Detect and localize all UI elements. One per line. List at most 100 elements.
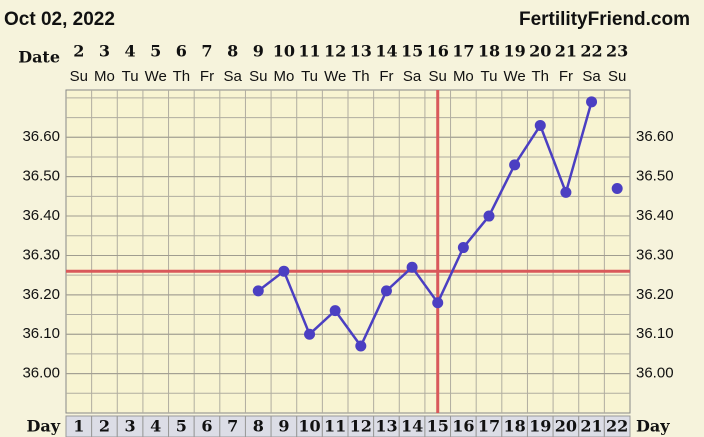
date-label: Date <box>18 48 60 67</box>
source: FertilityFriend.com <box>519 9 690 30</box>
temp-point <box>432 297 444 309</box>
date-label: 9 <box>253 42 264 61</box>
day-cell <box>603 415 631 437</box>
day-number: 18 <box>504 417 526 436</box>
date-label: 21 <box>555 42 577 61</box>
day-number: 16 <box>452 417 474 436</box>
date-label: 22 <box>580 42 602 61</box>
y-tick-label: 36.20 <box>22 286 60 303</box>
weekday-label: Fr <box>200 68 214 85</box>
day-number: 13 <box>375 417 397 436</box>
temp-point <box>534 119 546 131</box>
date-label: 8 <box>227 42 238 61</box>
weekday-label: We <box>324 68 346 85</box>
y-tick-label-right: 36.00 <box>636 365 674 382</box>
day-number: 21 <box>580 417 602 436</box>
date-label: 14 <box>375 42 397 61</box>
date-label: 4 <box>125 42 136 61</box>
temp-point <box>457 242 469 254</box>
day-number: 5 <box>176 417 187 436</box>
weekday-label: We <box>145 68 167 85</box>
temp-point <box>586 96 598 108</box>
y-tick-label-right: 36.30 <box>636 246 674 263</box>
day-number: 22 <box>606 417 628 436</box>
date-label: 15 <box>401 42 423 61</box>
weekday-label: Su <box>70 68 88 85</box>
weekday-label: Mo <box>453 68 474 85</box>
y-tick-label: 36.00 <box>22 365 60 382</box>
y-tick-label-right: 36.20 <box>636 286 674 303</box>
temp-point <box>509 159 521 171</box>
day-number: 14 <box>401 417 423 436</box>
y-tick-label-right: 36.40 <box>636 207 674 224</box>
date-label: 10 <box>273 42 295 61</box>
weekday-label: Sa <box>403 68 422 85</box>
y-tick-label: 36.30 <box>22 246 60 263</box>
weekday-label: Su <box>429 68 447 85</box>
date-label: 19 <box>504 42 526 61</box>
day-number: 9 <box>278 417 289 436</box>
date-label: 11 <box>298 42 320 61</box>
temp-point <box>406 261 418 273</box>
temp-point <box>560 186 572 198</box>
chart-title: Oct 02, 2022 <box>4 9 115 30</box>
weekday-label: Mo <box>273 68 294 85</box>
day-number: 11 <box>324 417 346 436</box>
y-tick-label-right: 36.50 <box>636 168 674 185</box>
day-number: 17 <box>478 417 500 436</box>
weekday-label: We <box>504 68 526 85</box>
temp-point <box>611 182 623 194</box>
weekday-label: Tu <box>481 68 498 85</box>
temp-point <box>355 340 367 352</box>
weekday-label: Sa <box>223 68 242 85</box>
date-label: 16 <box>427 42 449 61</box>
date-label: 6 <box>176 42 187 61</box>
date-label: 7 <box>201 42 212 61</box>
date-label: 13 <box>350 42 372 61</box>
temp-point <box>483 210 495 222</box>
weekday-label: Tu <box>122 68 139 85</box>
date-label: 2 <box>73 42 84 61</box>
day-number: 1 <box>73 417 84 436</box>
y-tick-label-right: 36.10 <box>636 325 674 342</box>
weekday-label: Th <box>352 68 370 85</box>
day-number: 3 <box>125 417 136 436</box>
weekday-label: Th <box>532 68 550 85</box>
temp-point <box>252 285 264 297</box>
date-label: 5 <box>150 42 161 61</box>
date-label: 12 <box>324 42 346 61</box>
temp-point <box>278 265 290 277</box>
temp-line <box>257 101 593 349</box>
weekday-label: Su <box>608 68 626 85</box>
weekday-label: Mo <box>94 68 115 85</box>
date-label: 20 <box>529 42 551 61</box>
y-tick-label-right: 36.60 <box>636 128 674 145</box>
date-label: 18 <box>478 42 500 61</box>
date-label: 17 <box>452 42 474 61</box>
date-label: 3 <box>99 42 110 61</box>
day-number: 7 <box>227 417 238 436</box>
day-number: 6 <box>201 417 212 436</box>
temp-point <box>380 285 392 297</box>
day-number: 10 <box>298 417 320 436</box>
day-number: 4 <box>150 417 161 436</box>
temp-point <box>304 328 316 340</box>
date-label: 23 <box>606 42 628 61</box>
weekday-label: Fr <box>379 68 393 85</box>
y-tick-label: 36.60 <box>22 128 60 145</box>
weekday-label: Th <box>173 68 191 85</box>
day-number: 15 <box>427 417 449 436</box>
y-tick-label: 36.50 <box>22 168 60 185</box>
day-number: 12 <box>350 417 372 436</box>
y-tick-label: 36.10 <box>22 325 60 342</box>
day-label: Day <box>26 417 60 436</box>
temp-point <box>329 305 341 317</box>
day-number: 2 <box>99 417 110 436</box>
weekday-label: Fr <box>559 68 573 85</box>
day-number: 8 <box>253 417 264 436</box>
day-label-right: Day <box>636 417 670 436</box>
day-number: 19 <box>529 417 551 436</box>
y-tick-label: 36.40 <box>22 207 60 224</box>
weekday-label: Sa <box>582 68 601 85</box>
